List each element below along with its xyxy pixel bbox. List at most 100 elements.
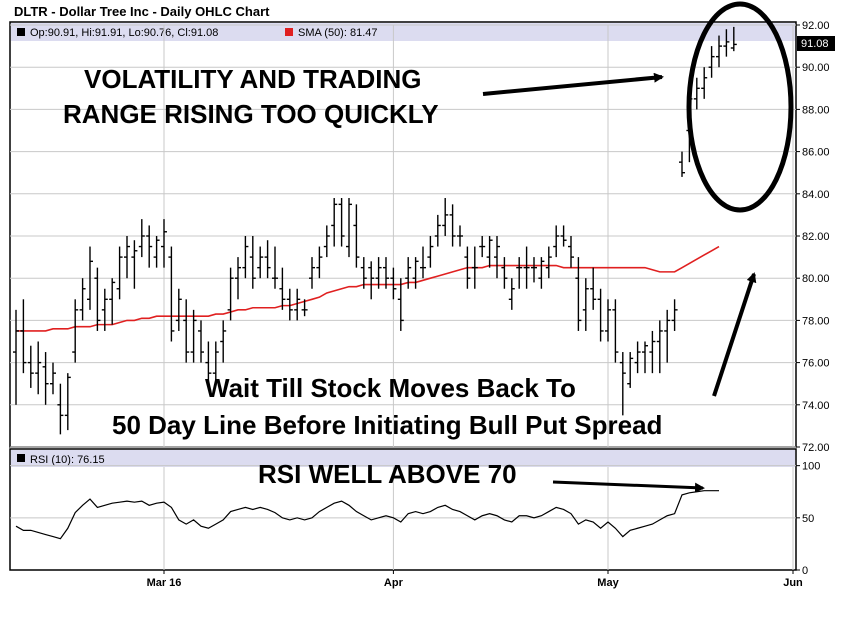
ohlc-bar [619, 352, 626, 416]
ohlc-bar [656, 320, 663, 374]
rsi-tick-label: 50 [802, 513, 814, 525]
annotation-rsi: RSI WELL ABOVE 70 [258, 459, 517, 489]
sma-legend-text: SMA (50): 81.47 [298, 27, 378, 39]
price-tick-label: 92.00 [802, 20, 830, 32]
price-tick-label: 82.00 [802, 231, 830, 243]
ohlc-bar [331, 198, 338, 247]
ohlc-bar [501, 257, 508, 289]
ohlc-bar [338, 198, 345, 247]
date-label: Mar 16 [147, 577, 182, 589]
ohlc-bar [560, 225, 567, 247]
ohlc-bar [516, 257, 523, 289]
arrow-to-circle [482, 72, 664, 96]
date-axis: Mar 16 Apr May Jun [147, 570, 803, 589]
ohlc-bar [301, 299, 308, 317]
annotation-range: RANGE RISING TOO QUICKLY [63, 99, 439, 129]
rsi-line [15, 490, 719, 540]
sma-line [16, 245, 720, 332]
ohlc-bar [627, 352, 634, 388]
ohlc-bar [220, 320, 227, 363]
ohlc-bar [124, 236, 130, 279]
ohlc-bar [13, 309, 19, 405]
price-tick-label: 78.00 [802, 315, 830, 327]
ohlc-bar [412, 257, 419, 289]
ohlc-bar [360, 257, 367, 289]
ohlc-bar [257, 246, 264, 279]
ohlc-bar [383, 257, 389, 289]
ohlc-bar [294, 288, 301, 321]
ohlc-bar [138, 219, 145, 258]
ohlc-bar [353, 204, 360, 268]
ohlc-bar [568, 236, 574, 268]
ohlc-bar [494, 236, 500, 279]
highlight-circle [686, 1, 794, 213]
ohlc-bar [227, 267, 234, 321]
ohlc-bar [242, 236, 249, 279]
ohlc-bar [20, 299, 27, 374]
ohlc-bar [42, 352, 49, 405]
ohlc-bar [264, 240, 271, 279]
ohlc-bar [175, 288, 182, 331]
ohlc-bar [708, 46, 715, 78]
ohlc-bar [679, 151, 685, 177]
rsi-legend-bar [11, 450, 795, 467]
ohlc-bar [553, 225, 560, 258]
ohlc-bar [464, 246, 471, 289]
ohlc-bar [471, 246, 478, 289]
rsi-tick-label: 100 [802, 461, 820, 473]
sma-legend-swatch [285, 28, 293, 36]
price-tick-label: 80.00 [802, 273, 830, 285]
ohlc-bar [205, 341, 212, 384]
arrow-to-sma [712, 272, 757, 397]
price-tick-label: 84.00 [802, 189, 830, 201]
ohlc-bar [664, 309, 671, 363]
price-tick-label: 74.00 [802, 400, 830, 412]
ohlc-bar [427, 236, 434, 268]
ohlc-bar [523, 246, 530, 289]
ohlc-bar [642, 341, 648, 374]
ohlc-bar [57, 383, 64, 435]
price-panel [9, 21, 797, 448]
ohlc-bar [545, 246, 552, 279]
ohlc-bar [442, 198, 449, 236]
ohlc-bar [94, 267, 101, 331]
price-tick-label: 76.00 [802, 358, 830, 370]
price-legend-text: Op:90.91, Hi:91.91, Lo:90.76, Cl:91.08 [30, 27, 218, 39]
ohlc-bar [420, 246, 426, 279]
ohlc-bar [582, 278, 589, 331]
ohlc-bars [13, 26, 737, 435]
ohlc-bar [346, 198, 352, 258]
ohlc-bar [701, 67, 708, 99]
ohlc-bar [479, 236, 486, 258]
chart-title: DLTR - Dollar Tree Inc - Daily OHLC Char… [14, 4, 270, 19]
ohlc-bar [27, 345, 34, 388]
ohlc-bar [101, 288, 108, 331]
ohlc-bar [531, 257, 537, 283]
last-price-badge [797, 36, 835, 51]
ohlc-bar [323, 225, 330, 258]
date-label: Jun [783, 577, 803, 589]
ohlc-bar [116, 246, 123, 300]
rsi-tick-label: 0 [802, 565, 808, 577]
ohlc-bar [161, 219, 167, 268]
ohlc-bar [87, 246, 93, 310]
rsi-layer [15, 490, 719, 540]
date-label: Apr [384, 577, 404, 589]
last-price-label: 91.08 [801, 38, 829, 50]
ohlc-bar [79, 278, 86, 321]
ohlc-bar [508, 278, 515, 310]
ohlc-bar [590, 267, 597, 310]
ohlc-bar [168, 246, 175, 342]
ohlc-bar [723, 29, 730, 57]
ohlc-bar [72, 299, 79, 363]
ohlc-bar [597, 288, 604, 342]
ohlc-bar [212, 341, 219, 384]
ohlc-bar [605, 299, 611, 342]
ohlc-bar [390, 267, 397, 300]
rsi-gridlines [10, 465, 796, 570]
ohlc-bar [286, 288, 293, 321]
annotation-fifty-day: 50 Day Line Before Initiating Bull Put S… [112, 410, 662, 440]
ohlc-bar [190, 309, 197, 363]
sma-layer [16, 245, 720, 332]
price-tick-label: 72.00 [802, 442, 830, 454]
